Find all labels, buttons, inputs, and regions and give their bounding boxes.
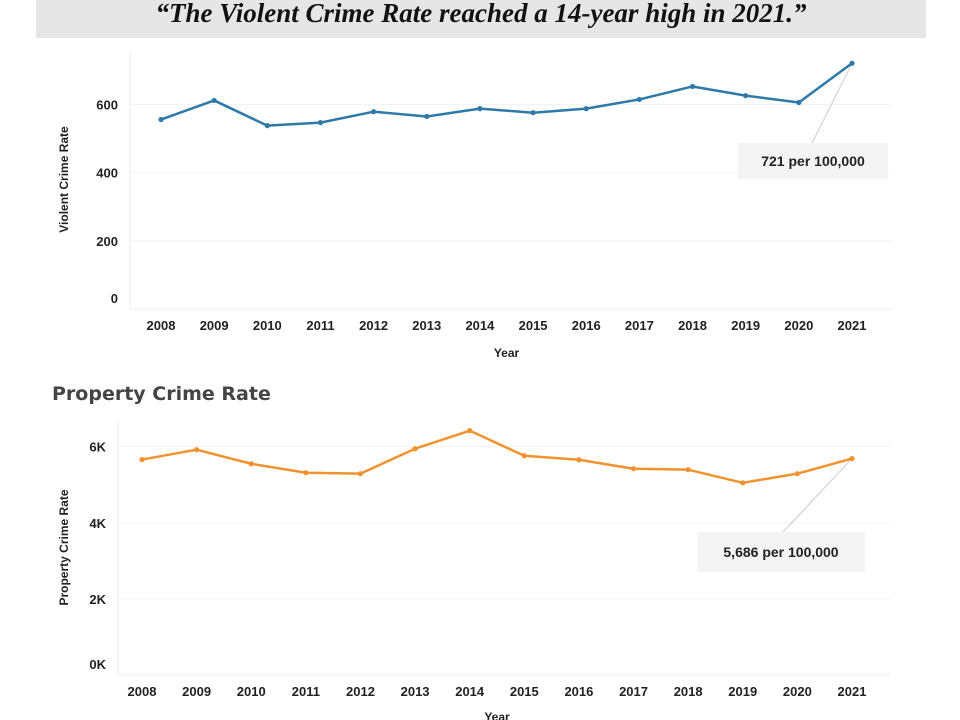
- y-tick-label: 6K: [89, 440, 106, 455]
- x-tick-label: 2009: [200, 318, 229, 333]
- chart-title: Property Crime Rate: [52, 383, 271, 405]
- chart-1: 0 200 400 600 2008 2009 2010 2011 2012 2013 2014 20…: [57, 50, 892, 360]
- y-tick-label: 600: [96, 98, 118, 113]
- y-tick-label: 400: [96, 166, 118, 181]
- x-tick-label: 2014: [455, 684, 485, 699]
- x-tick-label: 2015: [519, 318, 548, 333]
- x-tick-label: 2021: [838, 318, 867, 333]
- series-line: [160, 62, 853, 127]
- x-tick-label: 2008: [147, 318, 176, 333]
- annotation-label: 721 per 100,000: [761, 153, 865, 169]
- x-tick-label: 2014: [465, 318, 495, 333]
- annotation-leader: [782, 458, 853, 533]
- x-tick-label: 2016: [572, 318, 601, 333]
- x-tick-label: 2017: [619, 684, 648, 699]
- data-point: [303, 470, 309, 476]
- y-tick-label: 0K: [89, 657, 106, 672]
- x-tick-label: 2012: [346, 684, 375, 699]
- data-point: [796, 99, 802, 106]
- x-axis-title: Year: [494, 346, 520, 360]
- data-point: [412, 446, 418, 452]
- x-tick-label: 2009: [182, 684, 211, 699]
- data-point: [248, 461, 254, 467]
- data-point: [743, 93, 749, 99]
- x-tick-label: 2010: [253, 318, 282, 333]
- x-tick-label: 2018: [678, 318, 707, 333]
- annotation-box: [738, 143, 888, 179]
- data-point: [211, 97, 217, 104]
- data-point: [158, 116, 164, 123]
- x-tick-label: 2010: [237, 684, 266, 699]
- annotation-label: 5,686 per 100,000: [723, 544, 838, 560]
- data-point: [357, 471, 364, 477]
- data-point: [264, 123, 270, 129]
- data-point: [467, 428, 473, 434]
- y-tick-label: 0: [111, 291, 118, 306]
- x-tick-label: 2013: [412, 318, 441, 333]
- x-tick-label: 2015: [510, 684, 539, 699]
- series-line: [141, 429, 853, 485]
- data-point: [849, 455, 855, 462]
- data-point: [685, 467, 691, 473]
- data-point: [530, 110, 536, 116]
- quote-text: “The Violent Crime Rate reached a 14-yea…: [155, 0, 807, 28]
- data-point: [194, 447, 200, 453]
- data-point: [521, 453, 527, 459]
- y-axis-title: Violent Crime Rate: [57, 126, 71, 233]
- x-tick-label: 2011: [292, 684, 320, 699]
- x-axis-title: Year: [484, 710, 510, 720]
- x-tick-label: 2016: [564, 684, 593, 699]
- x-tick-label: 2018: [674, 684, 703, 699]
- quote-banner: “The Violent Crime Rate reached a 14-yea…: [36, 0, 926, 38]
- y-tick-label: 2K: [89, 592, 106, 607]
- data-point: [424, 113, 430, 120]
- data-point: [583, 106, 589, 112]
- x-tick-label: 2020: [783, 684, 812, 699]
- data-point: [139, 456, 145, 463]
- x-tick-label: 2011: [306, 318, 334, 333]
- data-point: [317, 119, 324, 126]
- annotation-leader: [811, 63, 853, 144]
- data-point: [371, 109, 377, 115]
- x-tick-label: 2019: [728, 684, 757, 699]
- x-tick-label: 2021: [838, 684, 867, 699]
- data-point: [849, 60, 855, 66]
- annotation-box: [697, 532, 865, 572]
- data-point: [630, 466, 637, 472]
- data-point: [636, 96, 642, 103]
- data-point: [740, 480, 746, 486]
- x-tick-label: 2012: [359, 318, 388, 333]
- data-point: [576, 457, 582, 463]
- y-tick-label: 4K: [89, 516, 106, 531]
- x-tick-label: 2008: [128, 684, 157, 699]
- x-tick-label: 2020: [784, 318, 813, 333]
- chart-2: Property Crime Rate 0K 2K 4K 6K 2008 2009 2010 2…: [52, 383, 890, 720]
- data-point: [794, 471, 800, 477]
- x-tick-label: 2013: [401, 684, 430, 699]
- x-tick-label: 2019: [731, 318, 760, 333]
- y-tick-label: 200: [96, 234, 118, 249]
- x-tick-label: 2017: [625, 318, 654, 333]
- data-point: [477, 106, 483, 112]
- y-axis-title: Property Crime Rate: [57, 489, 71, 605]
- data-point: [689, 83, 696, 90]
